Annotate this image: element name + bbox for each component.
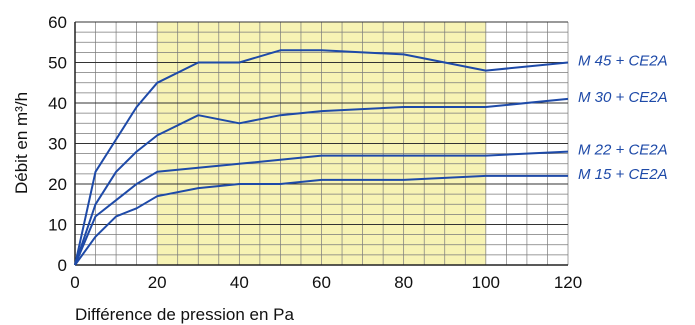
series-label-4: M 15 + CE2A [578,166,668,183]
grid-lines [74,21,569,266]
x-tick-label: 60 [312,273,331,292]
x-tick-label: 120 [554,273,582,292]
y-tick-label: 30 [48,135,67,154]
y-tick-label: 60 [48,13,67,32]
tick-labels: 0 20 40 60 80 100 120 0 10 20 30 40 50 60 [48,13,582,292]
y-tick-label: 10 [48,216,67,235]
x-tick-label: 0 [70,273,79,292]
series-label-1: M 45 + CE2A [578,53,668,70]
y-tick-label: 0 [58,256,67,275]
series-line-4 [74,174,568,266]
series-line-3 [74,150,569,266]
y-tick-label: 40 [48,94,67,113]
series-line-2 [74,97,569,266]
x-tick-label: 40 [230,273,249,292]
series-label-3: M 22 + CE2A [578,142,668,159]
x-tick-label: 100 [472,273,500,292]
x-axis-title: Différence de pression en Pa [75,305,294,324]
y-axis-title: Débit en m³/h [12,92,31,194]
x-tick-label: 20 [148,273,167,292]
y-tick-label: 50 [48,54,67,73]
series-labels: M 45 + CE2A M 30 + CE2A M 22 + CE2A M 15 + … [578,53,668,183]
axes [74,22,568,266]
series-label-2: M 30 + CE2A [578,89,668,106]
y-tick-label: 20 [48,175,67,194]
x-tick-label: 80 [394,273,413,292]
series-lines [74,49,569,266]
series-line-1 [74,49,569,266]
